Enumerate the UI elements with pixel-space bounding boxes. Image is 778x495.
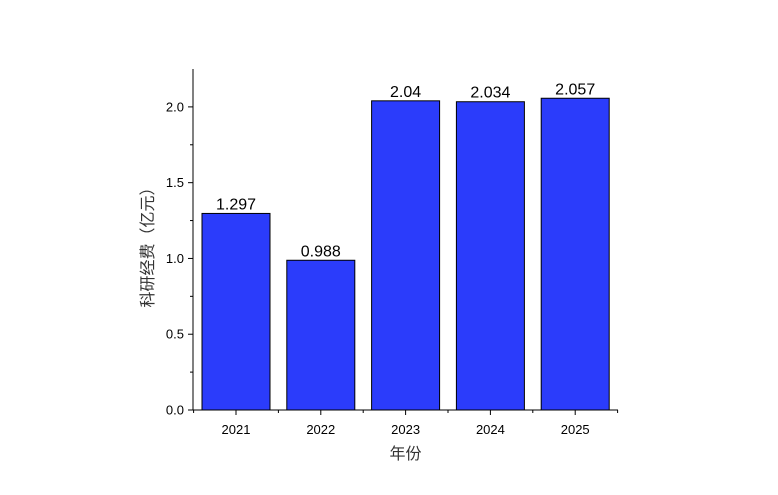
data-label: 0.988 bbox=[301, 243, 341, 260]
y-tick-label: 1.0 bbox=[166, 251, 184, 266]
bar bbox=[371, 100, 441, 411]
axes-layer bbox=[188, 69, 619, 415]
bar bbox=[286, 259, 356, 411]
y-axis-title: 科研经费（亿元） bbox=[138, 179, 157, 307]
x-tick-label: 2022 bbox=[306, 422, 335, 437]
y-tick-label: 1.5 bbox=[166, 175, 184, 190]
bar bbox=[540, 97, 610, 411]
x-tick-label: 2025 bbox=[561, 422, 590, 437]
data-label: 2.057 bbox=[555, 81, 595, 98]
y-tick-label: 2.0 bbox=[166, 99, 184, 114]
y-tick-label: 0.0 bbox=[166, 403, 184, 418]
labels-layer: 1.297 2021 0.988 2022 2.04 2023 2.034 2024 2.057… bbox=[166, 81, 595, 437]
y-tick-label: 0.5 bbox=[166, 327, 184, 342]
data-label: 1.297 bbox=[216, 196, 256, 213]
x-tick-label: 2021 bbox=[222, 422, 251, 437]
x-axis-title: 年份 bbox=[389, 444, 421, 463]
bar bbox=[455, 101, 525, 411]
bar bbox=[201, 212, 271, 411]
bars-layer bbox=[201, 97, 610, 411]
data-label: 2.04 bbox=[390, 84, 421, 101]
x-tick-label: 2023 bbox=[391, 422, 420, 437]
data-label: 2.034 bbox=[470, 85, 510, 102]
x-tick-label: 2024 bbox=[476, 422, 505, 437]
